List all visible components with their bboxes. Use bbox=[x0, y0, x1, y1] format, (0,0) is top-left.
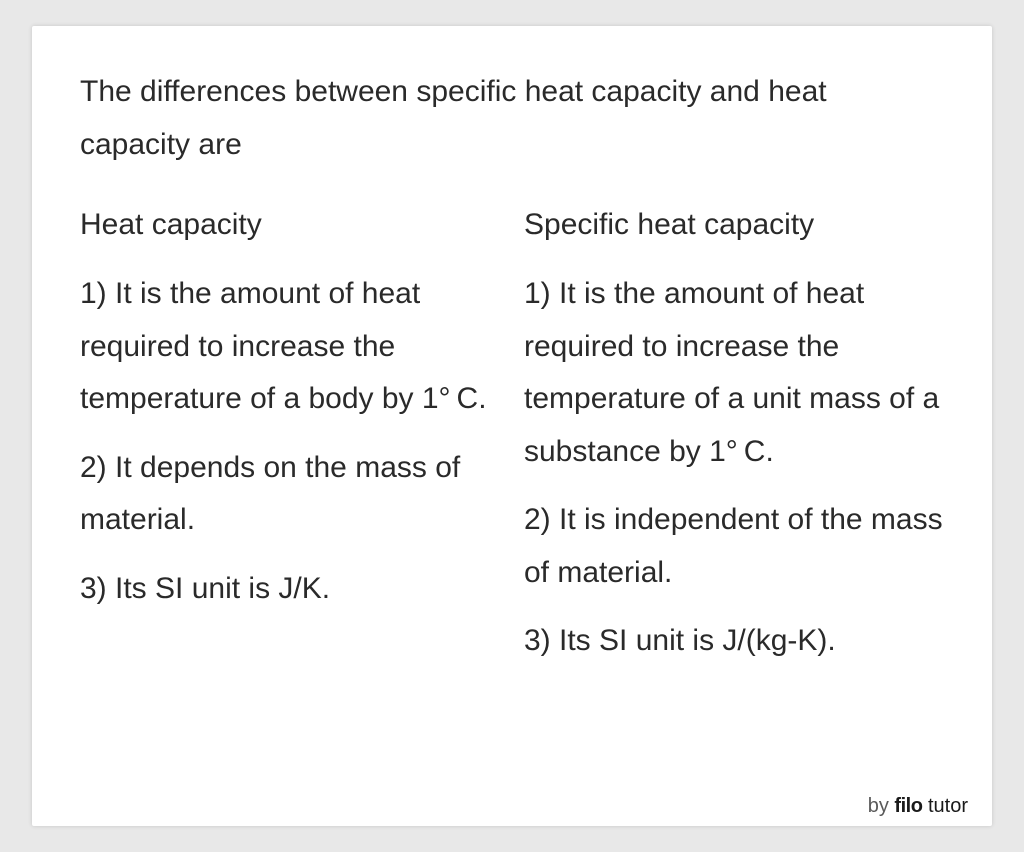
watermark: by filo tutor bbox=[868, 795, 968, 818]
watermark-prefix: by bbox=[868, 795, 895, 817]
intro-text: The differences between specific heat ca… bbox=[80, 66, 944, 171]
column-specific-heat-capacity: Specific heat capacity 1) It is the amou… bbox=[516, 199, 944, 680]
column-header-right: Specific heat capacity bbox=[524, 199, 944, 250]
watermark-brand-rest: tutor bbox=[922, 795, 968, 817]
column-header-left: Heat capacity bbox=[80, 199, 500, 250]
right-row-1: 1) It is the amount of heat required to … bbox=[524, 268, 944, 478]
comparison-table: Heat capacity 1) It is the amount of hea… bbox=[80, 199, 944, 680]
left-row-2: 2) It depends on the mass of material. bbox=[80, 442, 500, 547]
document-card: The differences between specific heat ca… bbox=[32, 26, 992, 826]
column-heat-capacity: Heat capacity 1) It is the amount of hea… bbox=[80, 199, 516, 680]
watermark-brand-bold: filo bbox=[894, 795, 922, 817]
right-row-3: 3) Its SI unit is J/(kg-K). bbox=[524, 615, 944, 668]
left-row-1: 1) It is the amount of heat required to … bbox=[80, 268, 500, 426]
left-row-3: 3) Its SI unit is J/K. bbox=[80, 563, 500, 616]
right-row-2: 2) It is independent of the mass of mate… bbox=[524, 494, 944, 599]
